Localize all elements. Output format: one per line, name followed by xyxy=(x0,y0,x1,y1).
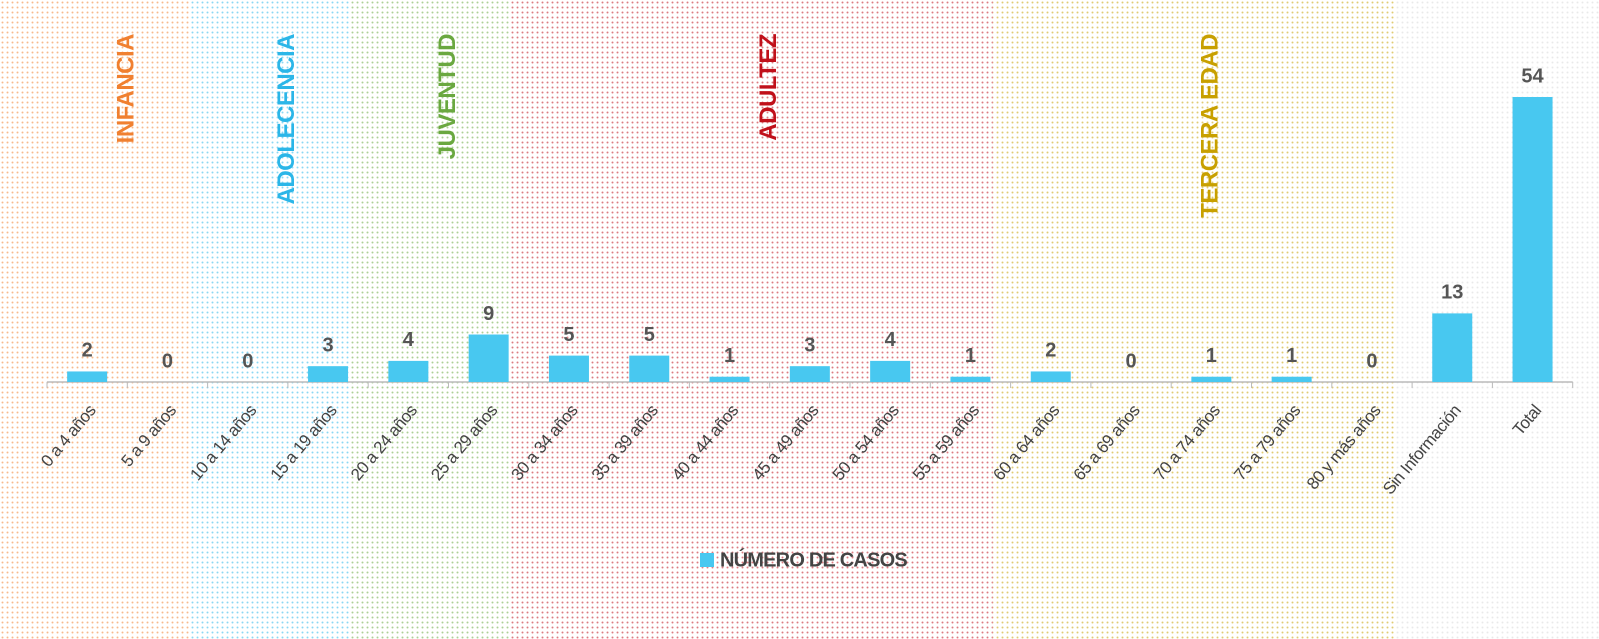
value-label: 5 xyxy=(644,324,655,346)
group-label: ADULTEZ xyxy=(755,34,782,141)
value-label: 1 xyxy=(1286,345,1297,367)
bar xyxy=(1432,313,1473,382)
value-label: 5 xyxy=(563,324,574,346)
value-label: 0 xyxy=(1366,350,1377,372)
value-label: 4 xyxy=(885,329,897,351)
bar xyxy=(1512,97,1553,382)
group-label: INFANCIA xyxy=(113,34,140,144)
bar xyxy=(388,360,429,382)
group-label: JUVENTUD xyxy=(434,34,461,160)
bar xyxy=(1271,376,1312,382)
legend-swatch xyxy=(700,553,714,567)
value-label: 9 xyxy=(483,303,494,325)
value-label: 13 xyxy=(1441,282,1463,304)
value-label: 3 xyxy=(804,334,815,356)
group-band xyxy=(350,0,512,639)
value-label: 0 xyxy=(242,350,253,372)
bar xyxy=(950,376,991,382)
bar xyxy=(548,355,589,382)
value-label: 1 xyxy=(1206,345,1217,367)
bar xyxy=(67,371,108,382)
bar xyxy=(789,366,830,382)
value-label: 54 xyxy=(1521,65,1544,87)
value-label: 4 xyxy=(403,329,415,351)
bar xyxy=(1030,371,1071,382)
bar xyxy=(468,334,509,382)
value-label: 3 xyxy=(322,334,333,356)
value-label: 2 xyxy=(82,340,93,362)
bar xyxy=(1191,376,1232,382)
group-label: TERCERA EDAD xyxy=(1197,34,1224,218)
group-band xyxy=(992,0,1395,639)
group-band xyxy=(0,0,190,639)
value-label: 1 xyxy=(724,345,735,367)
bar xyxy=(870,360,911,382)
group-label: ADOLECENCIA xyxy=(273,34,300,205)
bar xyxy=(629,355,670,382)
bar xyxy=(709,376,750,382)
value-label: 1 xyxy=(965,345,976,367)
group-band xyxy=(189,0,351,639)
group-band xyxy=(511,0,993,639)
bar xyxy=(308,366,349,382)
value-label: 2 xyxy=(1045,340,1056,362)
value-label: 0 xyxy=(162,350,173,372)
legend-label: NÚMERO DE CASOS xyxy=(720,547,907,571)
value-label: 0 xyxy=(1125,350,1136,372)
